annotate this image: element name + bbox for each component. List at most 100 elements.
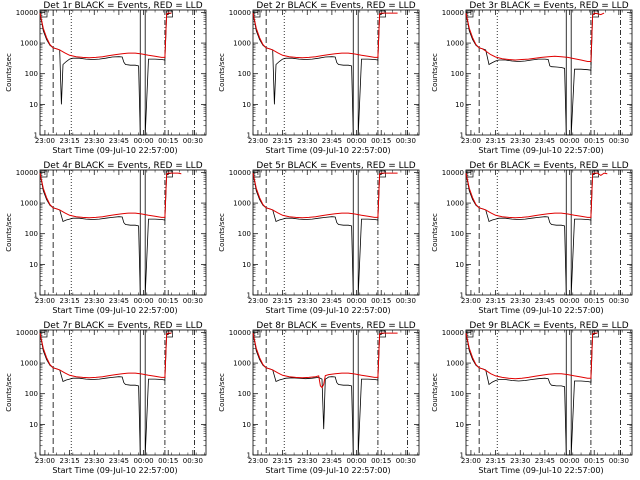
x-tick-label: 23:30 — [297, 137, 317, 145]
x-tick-label: 00:15 — [584, 457, 604, 465]
panel-plot-svg: Det 2r BLACK = Events, RED = LLD 1 10 100 10… — [218, 1, 420, 155]
y-tick-label: 1000 — [446, 40, 464, 48]
x-tick-label: 00:00 — [559, 297, 579, 305]
y-tick-label: 10000 — [16, 9, 38, 17]
lld-series-line — [252, 332, 398, 389]
x-tick-label: 23:30 — [84, 137, 104, 145]
x-tick-label: 00:00 — [346, 297, 366, 305]
y-tick-label: 1000 — [20, 200, 38, 208]
plot-frame — [39, 9, 207, 136]
panel-plot-svg: Det 6r BLACK = Events, RED = LLD 1 10 100 10… — [431, 161, 633, 315]
x-tick-label: 00:15 — [158, 137, 178, 145]
y-tick-label: 1 — [247, 452, 251, 460]
y-tick-label: 1000 — [233, 200, 251, 208]
plot-frame — [252, 329, 420, 456]
panel-title: Det 4r BLACK = Events, RED = LLD — [43, 161, 202, 171]
x-axis-label: Start Time (09-Jul-10 22:57:00) — [52, 146, 177, 155]
x-tick-label: 00:15 — [584, 297, 604, 305]
x-tick-label: 23:30 — [84, 297, 104, 305]
x-tick-label: 00:30 — [183, 137, 203, 145]
x-tick-label: 23:45 — [109, 297, 129, 305]
lld-series-line — [252, 12, 398, 59]
lld-series-line — [39, 172, 182, 219]
x-tick-label: 23:30 — [84, 457, 104, 465]
y-axis-label: Counts/sec — [431, 213, 439, 252]
detector-panel-4: Det 4r BLACK = Events, RED = LLD 1 10 100 10… — [0, 160, 213, 320]
x-tick-label: 23:45 — [535, 137, 555, 145]
detector-panel-8: Det 8r BLACK = Events, RED = LLD 1 10 100 10… — [213, 320, 426, 480]
panel-plot-svg: Det 1r BLACK = Events, RED = LLD 1 10 100 10… — [5, 1, 207, 155]
x-tick-label: 00:15 — [584, 137, 604, 145]
y-axis-label: Counts/sec — [218, 53, 226, 92]
panel-plot-svg: Det 4r BLACK = Events, RED = LLD 1 10 100 10… — [5, 161, 207, 315]
region-box-left — [40, 330, 48, 338]
lld-series-line — [39, 12, 172, 59]
y-tick-label: 100 — [25, 390, 38, 398]
region-box-left — [466, 170, 474, 178]
y-tick-label: 10000 — [229, 329, 251, 337]
x-tick-label: 23:00 — [248, 137, 268, 145]
x-tick-label: 23:15 — [272, 297, 292, 305]
events-series-line — [39, 172, 172, 296]
x-tick-label: 00:30 — [609, 297, 629, 305]
y-tick-label: 10 — [455, 421, 464, 429]
y-tick-label: 10 — [242, 101, 251, 109]
x-tick-label: 23:45 — [535, 457, 555, 465]
y-axis-label: Counts/sec — [5, 373, 13, 412]
x-tick-label: 23:00 — [35, 457, 55, 465]
y-tick-label: 100 — [238, 390, 251, 398]
x-axis-label: Start Time (09-Jul-10 22:57:00) — [478, 306, 603, 315]
x-tick-label: 23:15 — [272, 457, 292, 465]
x-tick-label: 23:00 — [248, 297, 268, 305]
x-tick-label: 23:15 — [59, 137, 79, 145]
y-tick-label: 100 — [25, 70, 38, 78]
x-tick-label: 23:30 — [510, 457, 530, 465]
x-axis-label: Start Time (09-Jul-10 22:57:00) — [265, 466, 390, 475]
y-tick-label: 1 — [460, 132, 464, 140]
y-tick-label: 10 — [455, 101, 464, 109]
panel-title: Det 2r BLACK = Events, RED = LLD — [256, 1, 415, 11]
y-tick-label: 10000 — [16, 169, 38, 177]
x-tick-label: 23:30 — [297, 297, 317, 305]
panel-plot-svg: Det 9r BLACK = Events, RED = LLD 1 10 100 10… — [431, 321, 633, 475]
y-axis-label: Counts/sec — [218, 373, 226, 412]
y-axis-label: Counts/sec — [431, 373, 439, 412]
region-box-left — [253, 170, 261, 178]
panel-title: Det 3r BLACK = Events, RED = LLD — [469, 1, 628, 11]
y-axis-label: Counts/sec — [218, 213, 226, 252]
x-axis-label: Start Time (09-Jul-10 22:57:00) — [52, 306, 177, 315]
x-tick-label: 00:15 — [371, 137, 391, 145]
lld-series-line — [465, 12, 605, 62]
y-tick-label: 10000 — [442, 329, 464, 337]
events-series-line — [39, 12, 172, 136]
x-tick-label: 23:30 — [297, 457, 317, 465]
x-tick-label: 00:30 — [396, 297, 416, 305]
x-tick-label: 23:00 — [461, 457, 481, 465]
plot-frame — [465, 9, 633, 136]
panel-plot-svg: Det 3r BLACK = Events, RED = LLD 1 10 100 10… — [431, 1, 633, 155]
x-tick-label: 00:30 — [609, 457, 629, 465]
x-tick-label: 23:15 — [59, 297, 79, 305]
x-axis-label: Start Time (09-Jul-10 22:57:00) — [478, 466, 603, 475]
events-series-line — [252, 332, 385, 456]
plot-frame — [252, 169, 420, 296]
y-axis-label: Counts/sec — [431, 53, 439, 92]
panel-plot-svg: Det 8r BLACK = Events, RED = LLD 1 10 100 10… — [218, 321, 420, 475]
x-tick-label: 23:45 — [535, 297, 555, 305]
lld-series-line — [465, 172, 608, 219]
y-tick-label: 10000 — [442, 9, 464, 17]
x-tick-label: 00:30 — [396, 137, 416, 145]
y-tick-label: 10 — [29, 261, 38, 269]
panel-title: Det 9r BLACK = Events, RED = LLD — [469, 321, 628, 331]
y-tick-label: 1 — [34, 452, 38, 460]
events-series-line — [252, 12, 385, 136]
x-tick-label: 00:30 — [396, 457, 416, 465]
y-tick-label: 100 — [238, 230, 251, 238]
x-tick-label: 23:15 — [485, 297, 505, 305]
events-series-line — [465, 172, 598, 296]
x-tick-label: 23:30 — [510, 137, 530, 145]
y-tick-label: 1000 — [446, 360, 464, 368]
x-tick-label: 23:45 — [322, 297, 342, 305]
x-tick-label: 23:15 — [59, 457, 79, 465]
